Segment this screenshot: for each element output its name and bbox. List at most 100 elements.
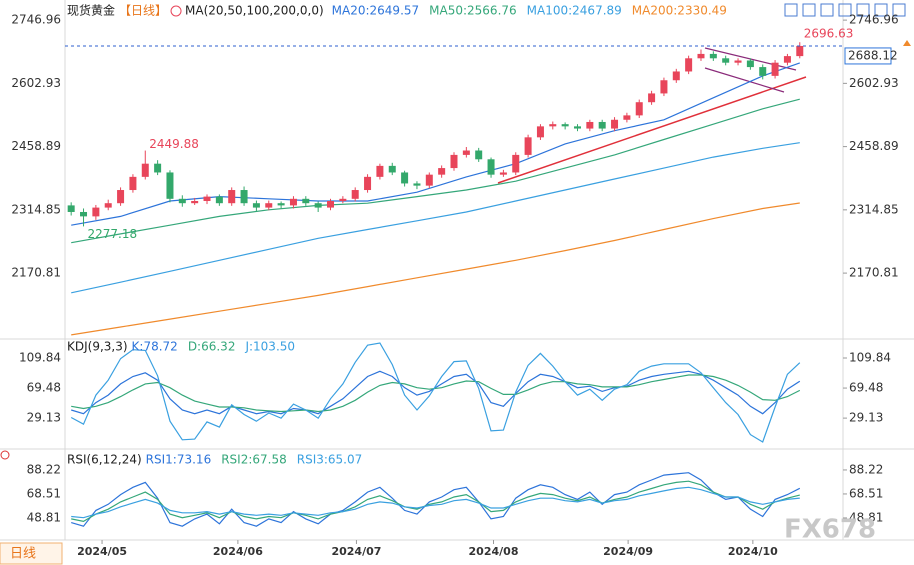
tool-icon[interactable] [820,3,834,17]
candle-body [672,71,680,81]
line-series [71,202,800,336]
candle-body [573,126,581,129]
line-series [71,480,800,523]
flag-line [704,67,785,93]
y-tick-label: 68.51 [27,486,61,500]
legend-label: KDJ(9,3,3) [67,340,128,354]
candle-body [388,165,396,173]
legend-label: MA20:2649.57 [332,4,420,18]
candle-body [536,126,544,138]
candle-body [499,172,507,175]
settings-icon[interactable] [0,450,10,460]
line-series [71,486,800,519]
candle-body [524,137,532,155]
candle-body [327,201,335,208]
legend-label: MA100:2467.89 [527,4,622,18]
extreme-label: 2449.88 [149,137,199,151]
y-tick-label: 48.81 [27,510,61,524]
candle-body [771,62,779,76]
tool-icon[interactable] [838,3,852,17]
x-tick-label: 2024/06 [213,545,263,558]
candle-body [475,150,483,160]
candle-body [401,172,409,184]
watermark: FX678 [784,515,876,545]
tool-icon[interactable] [802,3,816,17]
y-tick-label: 2314.85 [11,202,61,216]
candle-body [104,203,112,208]
x-tick-label: 2024/09 [603,545,653,558]
legend-label: D:66.32 [188,340,236,354]
candle-body [462,150,470,155]
candle-body [203,196,211,202]
legend-label: 现货黄金 [67,3,115,18]
candle-body [487,159,495,175]
candle-body [413,183,421,186]
candle-body [598,121,606,129]
legend-label: RSI2:67.58 [221,453,287,467]
tool-icon[interactable] [874,3,888,17]
candle-body [252,203,260,208]
candle-body [339,198,347,202]
candle-body [697,53,705,59]
x-tick-label: 2024/08 [469,545,519,558]
candle-body [635,102,643,116]
y-tick-label: 2746.96 [11,13,61,27]
y-tick-label: 29.13 [27,411,61,425]
candle-body [67,205,75,212]
legend-label: RSI(6,12,24) [67,453,142,467]
candle-body [561,124,569,127]
candle-body [277,203,285,206]
candle-body [191,201,199,204]
candle-body [623,115,631,120]
candle-body [376,165,384,177]
candle-body [549,124,557,127]
candle-body [709,53,717,59]
legend-label: MA(20,50,100,200,0,0) [185,4,324,18]
candle-body [660,80,668,94]
y-tick-label: 2458.89 [849,139,899,153]
y-tick-label: 2602.93 [849,76,899,90]
y-tick-label: 2458.89 [11,139,61,153]
period-button-label[interactable]: 日线 [10,547,36,562]
tool-icon[interactable] [784,3,798,17]
last-price-label: 2688.12 [848,48,898,62]
y-tick-label: 2602.93 [11,76,61,90]
x-tick-label: 2024/10 [728,545,778,558]
candle-body [512,154,520,173]
candle-body [351,190,359,199]
candle-body [154,163,162,173]
candle-body [364,176,372,191]
y-tick-label: 2314.85 [849,202,899,216]
y-tick-label: 68.51 [849,486,883,500]
line-series [70,342,801,443]
candle-body [289,198,297,206]
y-tick-label: 29.13 [849,411,883,425]
candle-body [215,196,223,204]
candle-body [685,58,693,72]
legend-label: MA50:2566.76 [429,4,517,18]
legend-label: MA200:2330.49 [632,4,727,18]
candle-body [722,58,730,63]
candle-body [734,60,742,63]
toolbar [784,3,906,17]
tool-icon[interactable] [856,3,870,17]
y-tick-label: 109.84 [19,350,61,364]
candle-body [265,203,273,208]
candle-body [425,174,433,186]
candle-body [302,198,310,204]
last-price-box [844,47,892,65]
y-tick-label: 2170.81 [849,266,899,280]
trendline [497,76,807,184]
candle-body [796,45,804,57]
line-series [71,472,801,527]
period-button[interactable] [0,542,63,565]
candle-body [314,203,322,208]
tool-icon[interactable] [892,3,906,17]
extreme-label: 2277.18 [88,227,138,241]
x-tick-label: 2024/05 [77,545,127,558]
extreme-label: 2696.63 [804,27,854,41]
y-tick-label: 2746.96 [849,13,899,27]
line-series [71,374,801,413]
candle-body [450,154,458,169]
